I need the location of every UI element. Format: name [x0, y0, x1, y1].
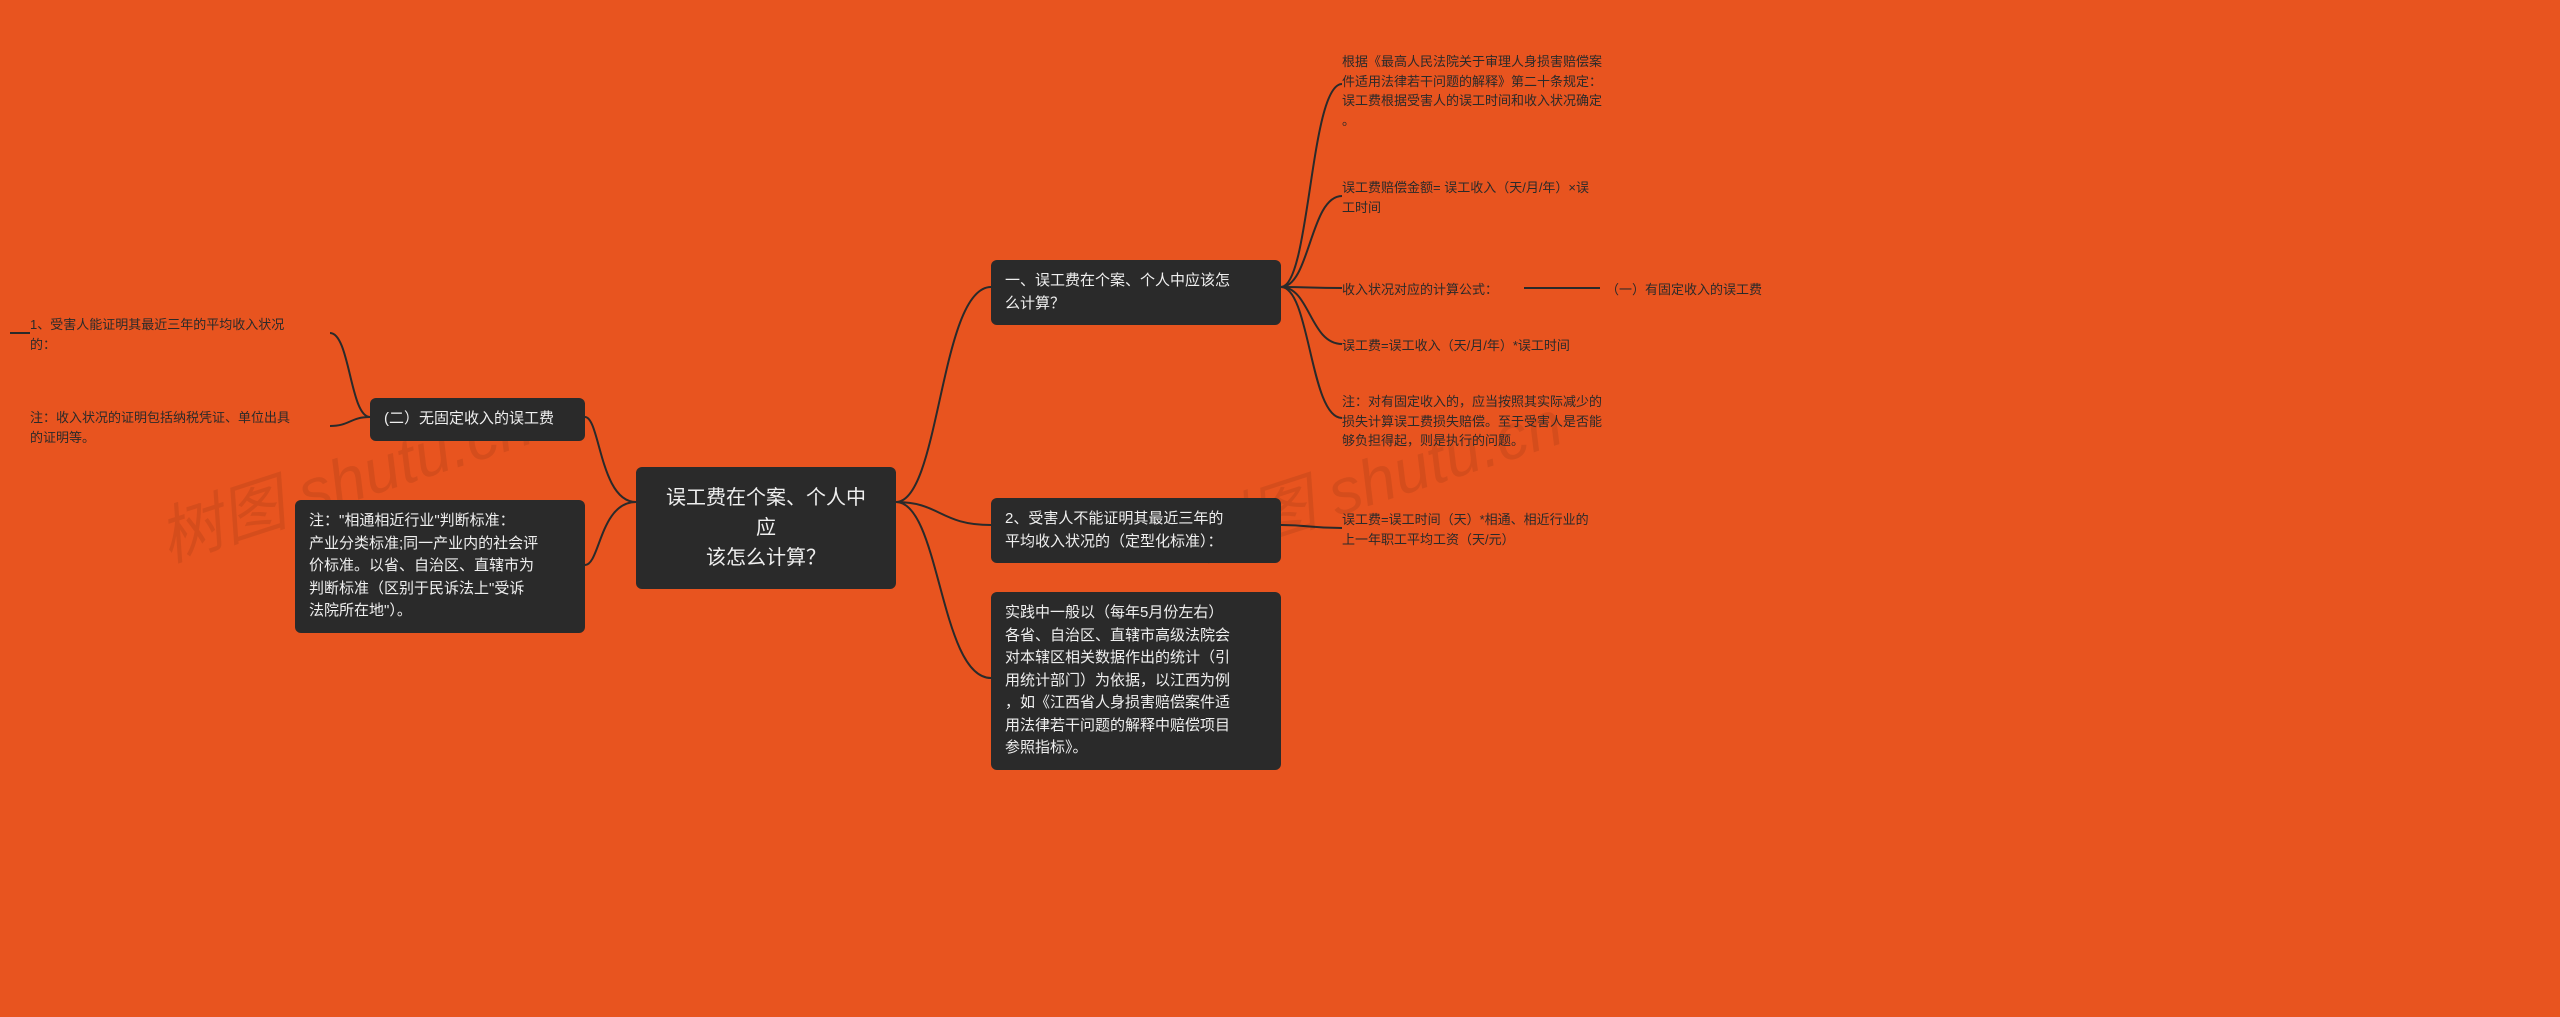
leaf-r1c-extra: （一）有固定收入的误工费 [1606, 280, 1806, 300]
leaf-r1a: 根据《最高人民法院关于审理人身损害赔偿案件适用法律若干问题的解释》第二十条规定：… [1342, 52, 1652, 130]
leaf-l1b: 注：收入状况的证明包括纳税凭证、单位出具的证明等。 [30, 408, 330, 447]
node-l1[interactable]: (二）无固定收入的误工费 [370, 398, 585, 441]
node-r3[interactable]: 实践中一般以（每年5月份左右）各省、自治区、直辖市高级法院会对本辖区相关数据作出… [991, 592, 1281, 770]
leaf-r1b: 误工费赔偿金额= 误工收入（天/月/年）×误工时间 [1342, 178, 1652, 217]
node-l2[interactable]: 注："相通相近行业"判断标准：产业分类标准;同一产业内的社会评价标准。以省、自治… [295, 500, 585, 633]
leaf-r2a: 误工费=误工时间（天）*相通、相近行业的上一年职工平均工资（天/元） [1342, 510, 1642, 549]
leaf-r1c: 收入状况对应的计算公式： [1342, 280, 1522, 300]
leaf-l1a: 1、受害人能证明其最近三年的平均收入状况的： [30, 315, 330, 354]
center-text: 误工费在个案、个人中应该怎么计算？ [666, 487, 866, 569]
leaf-l1a1: 误工费=误工时间（天）*最近三年的平均收入水平（天/元） [0, 315, 10, 354]
node-r1-text: 一、误工费在个案、个人中应该怎么计算？ [1005, 272, 1230, 312]
node-l1-text: (二）无固定收入的误工费 [384, 410, 554, 427]
node-l2-text: 注："相通相近行业"判断标准：产业分类标准;同一产业内的社会评价标准。以省、自治… [309, 512, 538, 619]
node-r3-text: 实践中一般以（每年5月份左右）各省、自治区、直辖市高级法院会对本辖区相关数据作出… [1005, 604, 1230, 756]
node-r2-text: 2、受害人不能证明其最近三年的平均收入状况的（定型化标准）： [1005, 510, 1223, 550]
center-node[interactable]: 误工费在个案、个人中应该怎么计算？ [636, 467, 896, 589]
node-r2[interactable]: 2、受害人不能证明其最近三年的平均收入状况的（定型化标准）： [991, 498, 1281, 563]
node-r1[interactable]: 一、误工费在个案、个人中应该怎么计算？ [991, 260, 1281, 325]
leaf-r1e: 注：对有固定收入的，应当按照其实际减少的损失计算误工费损失赔偿。至于受害人是否能… [1342, 392, 1652, 451]
leaf-r1d: 误工费=误工收入（天/月/年）*误工时间 [1342, 336, 1642, 356]
